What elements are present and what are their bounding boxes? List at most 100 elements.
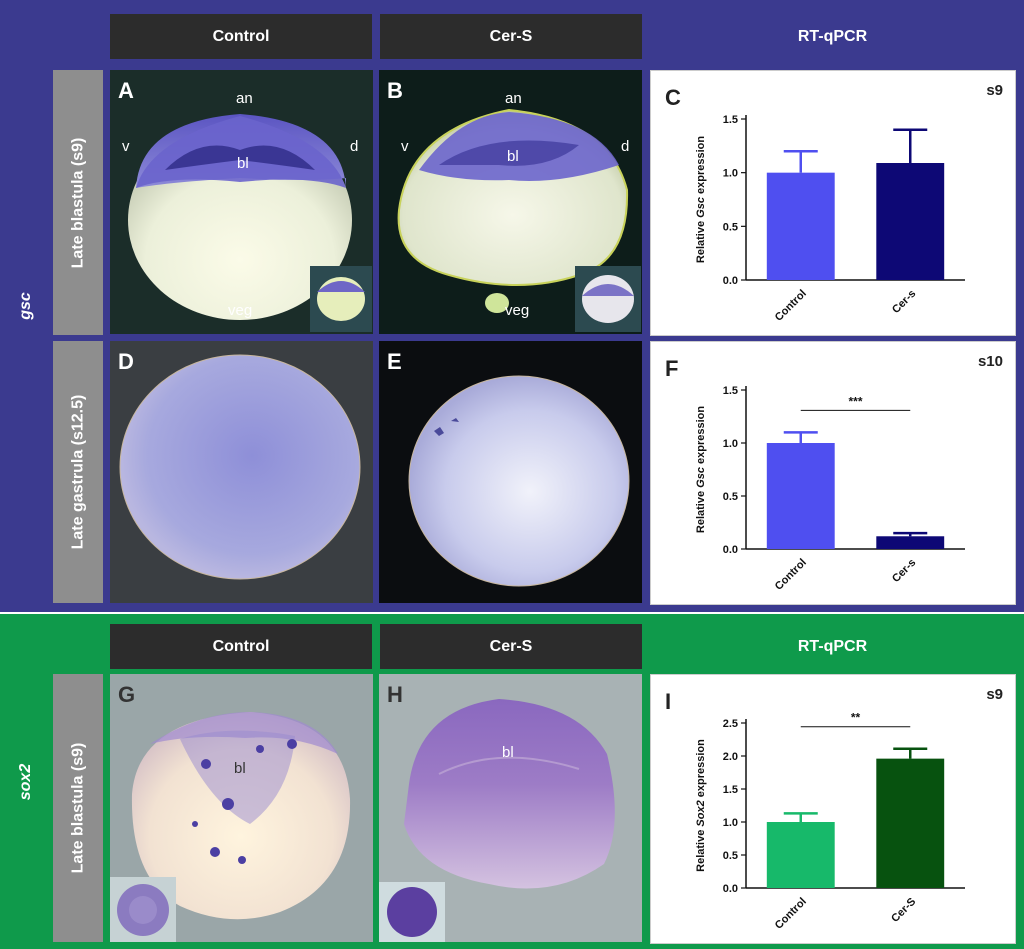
bar-control [766, 443, 835, 549]
y-tick-label: 0.5 [723, 221, 738, 233]
stage-label-text: Late blastula (s9) [69, 137, 87, 268]
panel-letter: F [665, 356, 678, 381]
bar-control [766, 172, 835, 280]
gene-label-gsc: gsc [0, 0, 52, 612]
gsc-section: gsc Control Cer-S RT-qPCR Late blastula … [0, 0, 1024, 612]
gene-label-sox2: sox2 [0, 614, 52, 949]
header-cer-s-text: Cer-S [489, 637, 533, 655]
y-axis-label-suffix: expression [695, 136, 707, 197]
panel-letter: E [387, 349, 402, 374]
header-cer-s: Cer-S [380, 624, 642, 669]
header-control-text: Control [212, 27, 270, 45]
y-axis-label: Relative Gsc expression [695, 406, 707, 533]
y-tick-label: 1.5 [723, 385, 738, 397]
blastocoel-label: bl [237, 155, 249, 172]
y-tick-label: 0.0 [723, 544, 738, 556]
y-axis-label-suffix: expression [695, 739, 707, 800]
y-axis-label-gene: Gsc [695, 197, 707, 218]
dorsal-label: d [621, 138, 630, 155]
stage-label-text: Late blastula (s9) [69, 742, 87, 874]
animal-pole-label: an [505, 90, 522, 107]
panel-letter: D [118, 349, 134, 374]
panel-d-embryo-photo: D [110, 341, 373, 603]
animal-pole-label: an [236, 90, 253, 107]
y-tick-label: 1.5 [723, 784, 738, 796]
embryo-gastrula-illustration [119, 354, 361, 580]
y-tick-label: 0.0 [723, 883, 738, 895]
y-axis-label-gene: Sox2 [695, 800, 707, 826]
stage-label-text: Late gastrula (s12.5) [69, 394, 87, 550]
significance-marker: ** [851, 711, 861, 725]
blastocoel-label: bl [502, 744, 514, 761]
panel-e-embryo-photo: E [379, 341, 642, 603]
embryo-blastula-illustration [128, 114, 372, 332]
panel-h-embryo-photo: H bl [379, 674, 642, 942]
header-control: Control [110, 14, 372, 59]
bar-control [766, 822, 835, 888]
y-tick-label: 2.0 [723, 751, 738, 763]
y-axis-label: Relative Gsc expression [695, 136, 707, 263]
blastocoel-label: bl [507, 148, 519, 165]
header-rt-qpcr: RT-qPCR [650, 624, 1015, 669]
y-tick-label: 0.5 [723, 491, 738, 503]
panel-b-embryo-photo: B an v d bl veg [379, 70, 642, 334]
x-tick-label: Control [773, 557, 809, 593]
blastocoel-label: bl [234, 760, 246, 777]
y-tick-label: 1.0 [723, 438, 738, 450]
bar-cer-s [876, 163, 945, 280]
bar-cer-s [876, 536, 945, 549]
significance-marker: *** [848, 394, 862, 408]
y-tick-label: 1.0 [723, 168, 738, 180]
x-tick-label: Cer-s [890, 288, 918, 316]
y-axis-label-prefix: Relative [695, 218, 707, 263]
embryo-blastula-illustration [110, 712, 351, 942]
header-cer-s-text: Cer-S [489, 27, 533, 45]
panel-letter: A [118, 78, 134, 103]
vegetal-pole-label: veg [505, 302, 530, 319]
panel-a-embryo-photo: A an v d bl veg [110, 70, 373, 334]
x-tick-label: Cer-S [889, 896, 918, 925]
y-axis-label: Relative Sox2 expression [695, 739, 707, 872]
y-tick-label: 1.5 [723, 114, 738, 126]
stage-label: s9 [986, 686, 1003, 703]
panel-letter: C [665, 85, 681, 110]
panel-letter: B [387, 78, 403, 103]
header-rt-qpcr-text: RT-qPCR [797, 27, 868, 45]
header-rt-qpcr: RT-qPCR [650, 14, 1015, 59]
bar-cer-s [876, 758, 945, 888]
header-control: Control [110, 624, 372, 669]
panel-letter: H [387, 682, 403, 707]
y-tick-label: 0.0 [723, 275, 738, 287]
x-tick-label: Cer-s [890, 557, 918, 585]
stage-label-late-blastula: Late blastula (s9) [53, 70, 103, 335]
ventral-label: v [122, 138, 130, 155]
y-tick-label: 0.5 [723, 850, 738, 862]
y-tick-label: 1.0 [723, 817, 738, 829]
ventral-label: v [401, 138, 409, 155]
gene-label-sox2-text: sox2 [17, 763, 34, 800]
y-axis-label-prefix: Relative [695, 488, 707, 533]
header-cer-s: Cer-S [380, 14, 642, 59]
stage-label-late-blastula: Late blastula (s9) [53, 674, 103, 942]
stage-label: s10 [978, 353, 1003, 370]
x-tick-label: Control [773, 288, 809, 324]
panel-g-embryo-photo: G bl [110, 674, 373, 942]
panel-letter: I [665, 689, 671, 714]
gene-label-gsc-text: gsc [16, 292, 34, 320]
sox2-section: sox2 Control Cer-S RT-qPCR Late blastula… [0, 614, 1024, 949]
embryo-blastula-illustration [379, 699, 615, 942]
y-axis-label-suffix: expression [695, 406, 707, 467]
y-tick-label: 2.5 [723, 718, 738, 730]
dorsal-label: d [350, 138, 359, 155]
y-axis-label-gene: Gsc [695, 467, 707, 488]
y-axis-label-prefix: Relative [695, 827, 707, 872]
panel-letter: G [118, 682, 136, 707]
header-control-text: Control [212, 637, 270, 655]
vegetal-pole-label: veg [228, 302, 253, 319]
